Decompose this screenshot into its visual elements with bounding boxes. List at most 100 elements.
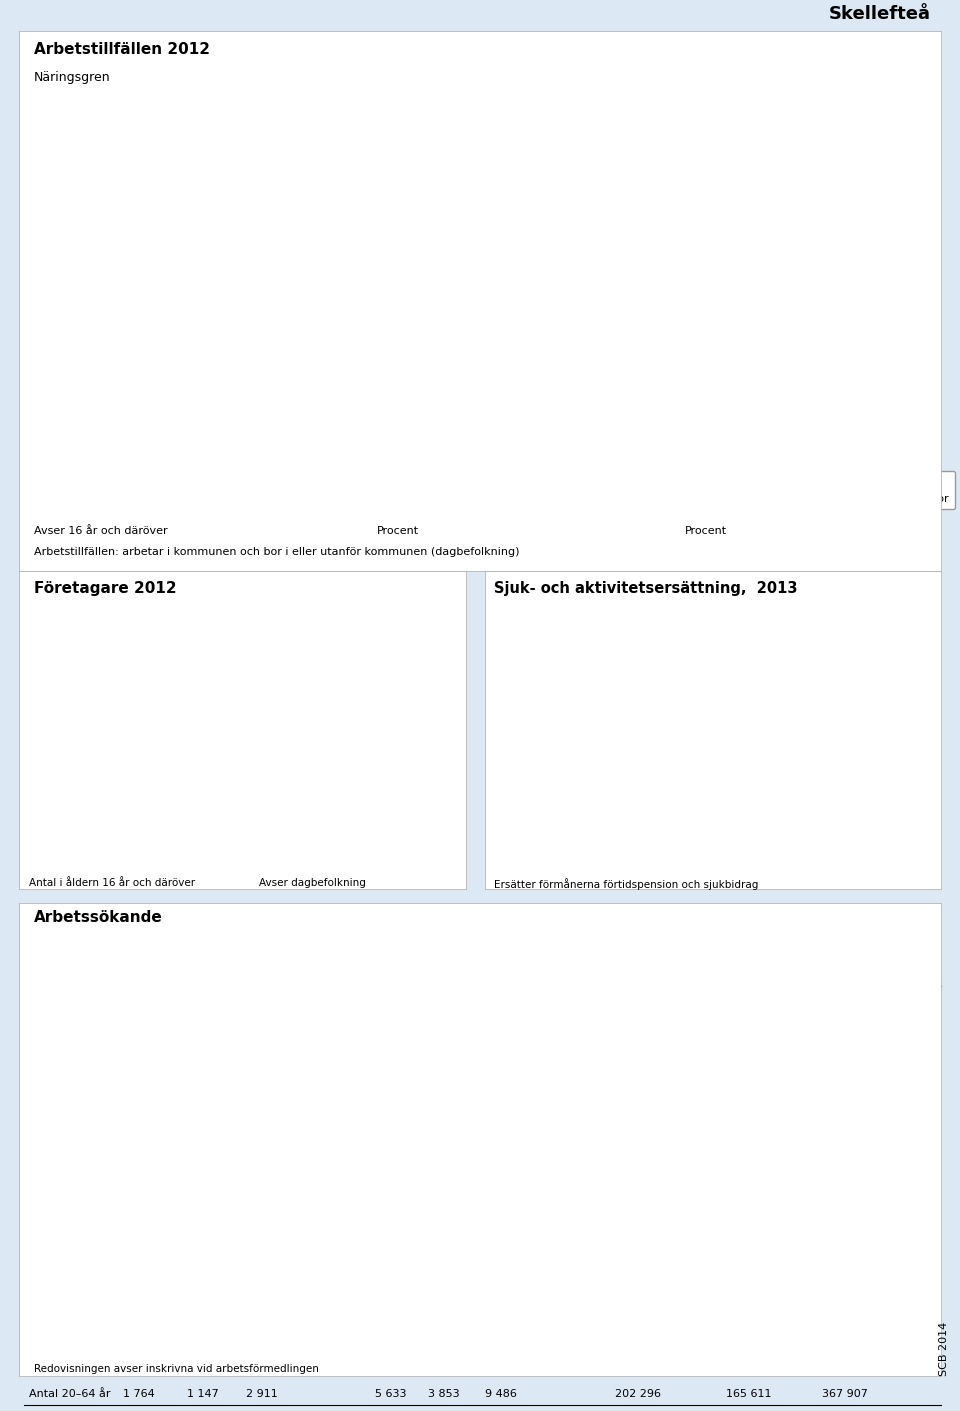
Text: Information och kommunikation: Information och kommunikation — [114, 340, 281, 350]
Text: Tot: Tot — [254, 968, 271, 978]
Bar — [595, 320, 611, 329]
Bar — [595, 217, 618, 227]
Text: 17: 17 — [255, 1140, 270, 1150]
Bar — [288, 361, 311, 371]
Text: 4: 4 — [635, 1283, 642, 1292]
Text: 165 611: 165 611 — [726, 1388, 771, 1398]
Bar — [595, 166, 656, 176]
Bar — [288, 422, 296, 432]
Text: 14: 14 — [384, 1350, 397, 1360]
Text: Antal: Antal — [29, 598, 58, 608]
Text: 3: 3 — [635, 1102, 641, 1112]
Text: 5 633: 5 633 — [375, 1388, 406, 1398]
Text: 3: 3 — [441, 1315, 447, 1325]
Bar — [368, 897, 556, 1391]
Text: 3: 3 — [497, 1283, 504, 1292]
Text: 1 166: 1 166 — [212, 856, 247, 866]
Bar — [595, 463, 603, 473]
Text: Progr. m. aktivitetsstöd: Progr. m. aktivitetsstöd — [29, 1102, 165, 1112]
Bar — [288, 396, 303, 406]
Bar — [595, 258, 618, 268]
Text: Utbildning: Utbildning — [228, 213, 281, 223]
Bar — [595, 412, 603, 422]
Text: 22: 22 — [300, 813, 313, 823]
Bar — [288, 106, 445, 116]
Text: 8: 8 — [441, 1350, 447, 1360]
Bar — [595, 182, 640, 192]
Bar — [595, 346, 618, 356]
Text: 20–64 år: 20–64 år — [494, 862, 543, 872]
Bar — [595, 285, 611, 293]
Text: M: M — [634, 968, 643, 978]
Text: 3: 3 — [497, 1070, 504, 1079]
Text: 3 853: 3 853 — [428, 1388, 460, 1398]
Text: 3: 3 — [745, 1070, 752, 1079]
Text: 8: 8 — [745, 1350, 752, 1360]
Bar — [288, 371, 303, 381]
Text: 34: 34 — [382, 749, 396, 759]
Text: 5: 5 — [135, 1102, 142, 1112]
Text: 196: 196 — [120, 813, 141, 823]
Text: Totalt: Totalt — [882, 625, 913, 635]
Text: Procent: Procent — [377, 526, 420, 536]
Text: Personliga och kulturella tjänster, m.m: Personliga och kulturella tjänster, m.m — [79, 315, 281, 325]
Legend: Män, Kvinnor: Män, Kvinnor — [879, 471, 955, 509]
Bar — [595, 233, 603, 243]
Text: 4: 4 — [387, 1070, 395, 1079]
Text: 6: 6 — [745, 1250, 752, 1260]
Text: 174 930: 174 930 — [726, 1175, 771, 1185]
Text: 20–64 år: 20–64 år — [29, 1250, 78, 1260]
Bar — [288, 412, 296, 422]
Text: 3: 3 — [497, 1315, 504, 1325]
Bar — [595, 293, 625, 303]
Bar — [288, 488, 296, 498]
Text: Kreditinstitut och försäkringsbolag: Kreditinstitut och försäkringsbolag — [100, 416, 281, 426]
Text: 30: 30 — [811, 711, 825, 721]
Text: 16: 16 — [882, 683, 897, 693]
Text: 13: 13 — [882, 804, 897, 814]
Text: M: M — [133, 968, 143, 978]
Text: 14: 14 — [631, 1140, 645, 1150]
Text: 4 172: 4 172 — [428, 1175, 460, 1185]
Text: Egen-
företagare: Egen- företagare — [212, 618, 267, 641]
Text: 10: 10 — [722, 804, 735, 814]
Text: Totalt: Totalt — [29, 856, 64, 866]
Text: 9: 9 — [882, 741, 890, 751]
Text: Män: Män — [722, 625, 745, 635]
Text: 208: 208 — [120, 780, 141, 790]
Text: Tillverkning och utvinning: Tillverkning och utvinning — [146, 135, 281, 145]
Bar — [288, 473, 303, 483]
Text: 9 486: 9 486 — [485, 1388, 516, 1398]
Text: 1: 1 — [29, 717, 36, 727]
Text: 58: 58 — [300, 717, 313, 727]
Text: 3: 3 — [387, 1315, 395, 1325]
Bar — [595, 106, 746, 116]
Text: 345: 345 — [120, 749, 141, 759]
Text: Fastighetsverksamhet: Fastighetsverksamhet — [166, 442, 281, 453]
Text: 7: 7 — [387, 1250, 395, 1260]
Bar — [288, 310, 311, 320]
Text: 12: 12 — [493, 1140, 508, 1150]
Text: 9: 9 — [135, 1037, 142, 1047]
Bar — [595, 207, 662, 217]
Bar — [288, 498, 296, 508]
Text: 9: 9 — [135, 1250, 142, 1260]
Bar — [595, 498, 603, 508]
Bar — [288, 116, 333, 126]
Bar — [595, 310, 618, 320]
Text: 3: 3 — [745, 1102, 752, 1112]
Text: 6: 6 — [745, 1037, 752, 1047]
Bar — [595, 116, 633, 126]
Text: 4: 4 — [135, 1283, 142, 1292]
Text: 4: 4 — [135, 1070, 142, 1079]
Text: Därav 20–24 år: Därav 20–24 år — [29, 1350, 114, 1360]
Text: Därav 20–24 år: Därav 20–24 år — [29, 1140, 114, 1150]
Text: 8: 8 — [387, 1037, 395, 1047]
Text: 367 907: 367 907 — [822, 1388, 868, 1398]
Bar — [288, 233, 296, 243]
Text: 60–64 år: 60–64 år — [494, 711, 542, 721]
Text: 23: 23 — [811, 832, 826, 842]
Text: 3: 3 — [200, 1315, 206, 1325]
Text: 4: 4 — [387, 1102, 395, 1112]
Text: 24: 24 — [882, 711, 897, 721]
